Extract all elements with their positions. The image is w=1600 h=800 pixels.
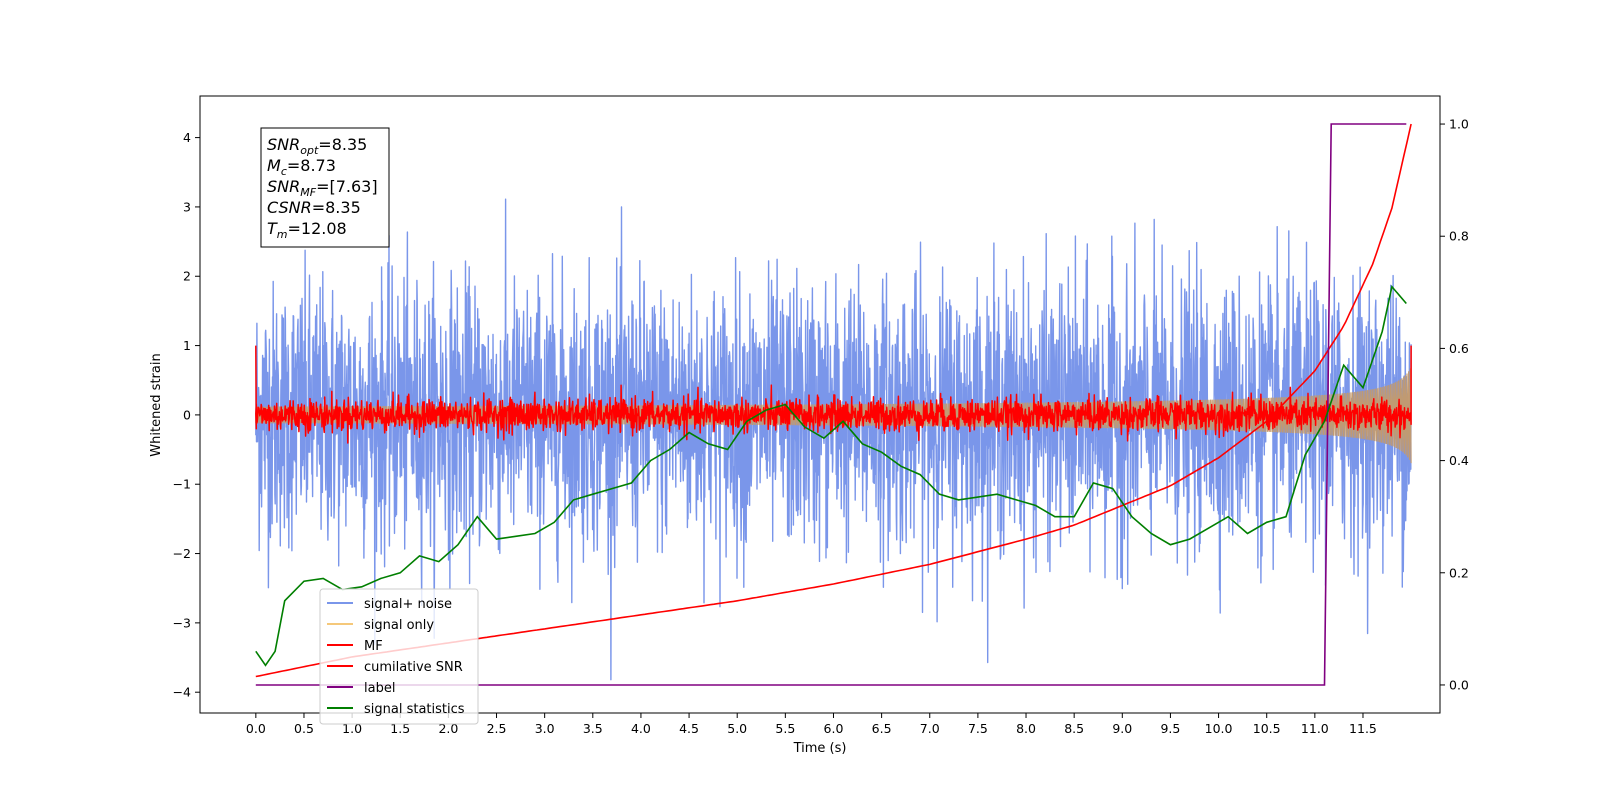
y-axis-left-label: Whitened strain xyxy=(149,353,164,456)
legend-label: MF xyxy=(364,639,383,654)
x-tick-label: 2.5 xyxy=(487,721,507,736)
info-box-frame xyxy=(260,127,390,248)
x-tick-label: 3.5 xyxy=(583,721,603,736)
y-left-tick-label: 0 xyxy=(183,407,191,422)
series-label xyxy=(255,123,1407,686)
x-tick-label: 5.5 xyxy=(775,721,795,736)
y-left-tick-label: −4 xyxy=(173,685,191,700)
legend-label: signal statistics xyxy=(364,702,465,717)
x-tick-label: 7.0 xyxy=(920,721,940,736)
legend-label: signal+ noise xyxy=(364,597,452,612)
info-line: SNRMF=[7.63] xyxy=(267,177,378,199)
legend-frame xyxy=(319,588,479,725)
y-left-tick-label: 1 xyxy=(183,338,191,353)
y-left-tick-label: 2 xyxy=(183,269,191,284)
x-tick-label: 11.0 xyxy=(1301,721,1329,736)
x-tick-label: 5.0 xyxy=(727,721,747,736)
y-left-tick-label: 3 xyxy=(183,199,191,214)
y-left-tick-label: −3 xyxy=(173,615,191,630)
legend-label: label xyxy=(364,681,395,696)
x-axis-label: Time (s) xyxy=(793,741,847,756)
x-tick-label: 10.5 xyxy=(1253,721,1281,736)
info-line: Tm=12.08 xyxy=(267,219,347,241)
legend-label: cumilative SNR xyxy=(364,660,463,675)
x-tick-label: 9.0 xyxy=(1112,721,1132,736)
y-right-tick-label: 0.0 xyxy=(1449,677,1469,692)
series-mf xyxy=(255,345,1412,444)
x-tick-label: 6.0 xyxy=(824,721,844,736)
x-tick-label: 0.0 xyxy=(246,721,266,736)
x-tick-label: 4.0 xyxy=(631,721,651,736)
y-left-tick-label: −2 xyxy=(173,546,191,561)
info-line: SNRopt=8.35 xyxy=(267,135,367,157)
x-tick-label: 2.0 xyxy=(438,721,458,736)
series-signal-statistics xyxy=(255,284,1407,667)
y-axis-left-ticks: −4 −3 −2 −1 0 1 2 3 4 xyxy=(173,130,200,700)
x-tick-label: 8.0 xyxy=(1016,721,1036,736)
legend: signal+ noise signal only MF cumilative SNR… xyxy=(319,588,479,725)
y-right-tick-label: 0.2 xyxy=(1449,565,1469,580)
x-tick-label: 0.5 xyxy=(294,721,314,736)
y-right-tick-label: 0.6 xyxy=(1449,341,1469,356)
x-tick-label: 4.5 xyxy=(679,721,699,736)
legend-label: signal only xyxy=(364,618,434,633)
x-tick-label: 10.0 xyxy=(1205,721,1233,736)
x-tick-label: 6.5 xyxy=(872,721,892,736)
plot-frame xyxy=(199,95,1441,714)
y-left-tick-label: 4 xyxy=(183,130,191,145)
x-tick-label: 1.5 xyxy=(390,721,410,736)
x-tick-label: 11.5 xyxy=(1349,721,1377,736)
y-axis-right-ticks: 0.0 0.2 0.4 0.6 0.8 1.0 xyxy=(1440,117,1469,692)
x-axis-ticks: 0.0 0.5 1.0 1.5 2.0 2.5 3.0 3.5 4.0 4.5 5.0 5.5 6.0 6… xyxy=(246,713,1377,736)
info-line: CSNR=8.35 xyxy=(267,198,361,217)
y-right-tick-label: 0.4 xyxy=(1449,453,1469,468)
y-right-tick-label: 1.0 xyxy=(1449,117,1469,132)
info-line: Mc=8.73 xyxy=(267,156,336,178)
x-tick-label: 7.5 xyxy=(968,721,988,736)
x-tick-label: 8.5 xyxy=(1064,721,1084,736)
y-right-tick-label: 0.8 xyxy=(1449,229,1469,244)
x-tick-label: 3.0 xyxy=(535,721,555,736)
y-left-tick-label: −1 xyxy=(173,477,191,492)
x-tick-label: 9.5 xyxy=(1160,721,1180,736)
series-signal-noise xyxy=(255,198,1412,681)
x-tick-label: 1.0 xyxy=(342,721,362,736)
